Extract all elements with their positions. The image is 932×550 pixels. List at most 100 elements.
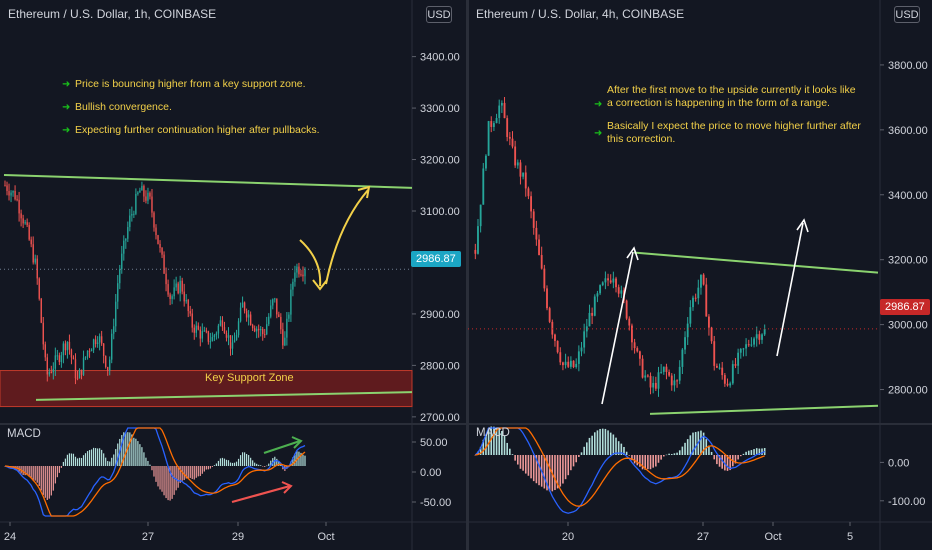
candle-body	[227, 335, 230, 338]
macd-histogram-bar	[84, 453, 87, 466]
macd-divergence-line	[263, 439, 301, 455]
macd-histogram-bar	[700, 430, 702, 455]
candle-body	[753, 338, 755, 345]
macd-histogram-bar	[758, 448, 761, 455]
macd-histogram-bar	[479, 446, 482, 455]
candle-body	[575, 363, 578, 368]
macd-histogram-bar	[233, 462, 236, 466]
candle-body	[519, 162, 522, 177]
green-arrow-icon: ➜	[594, 99, 603, 110]
candle-body	[495, 117, 498, 124]
macd-histogram-bar	[276, 458, 278, 466]
macd-histogram-bar	[78, 457, 81, 466]
left-currency-button[interactable]: USD	[426, 6, 452, 23]
candle-body	[175, 283, 177, 288]
candle-body	[10, 192, 12, 196]
macd-histogram-bar	[123, 432, 125, 466]
macd-histogram-bar	[562, 455, 564, 484]
macd-signal-line	[475, 427, 765, 507]
candle-body	[660, 371, 663, 373]
macd-histogram-bar	[30, 466, 32, 478]
candle-body	[165, 273, 167, 285]
candle-body	[617, 287, 620, 294]
candle-body	[253, 328, 256, 332]
macd-histogram-bar	[82, 455, 85, 466]
candle-body	[36, 258, 38, 279]
candle-body	[511, 138, 514, 147]
candle-body	[92, 339, 95, 350]
candle-body	[153, 212, 155, 228]
macd-histogram-bar	[750, 450, 753, 455]
candle-body	[183, 291, 185, 302]
candle-body	[145, 196, 147, 201]
candle-body	[54, 355, 57, 369]
macd-histogram-bar	[36, 466, 38, 483]
macd-histogram-bar	[72, 453, 75, 466]
candle-body	[245, 310, 248, 318]
macd-histogram-bar	[578, 455, 580, 457]
candle-body	[644, 375, 647, 378]
candle-body	[211, 337, 214, 342]
macd-histogram-bar	[225, 459, 228, 466]
candle-body	[530, 196, 533, 212]
candle-body	[113, 326, 115, 334]
candle-body	[167, 284, 169, 295]
candle-body	[40, 298, 42, 323]
macd-histogram-bar	[724, 455, 726, 471]
macd-histogram-bar	[745, 451, 747, 455]
candle-body	[38, 278, 40, 299]
macd-histogram-bar	[670, 454, 673, 455]
macd-histogram-bar	[270, 460, 272, 466]
candle-body	[259, 329, 262, 331]
right-currency-button[interactable]: USD	[894, 6, 920, 23]
left-note-3: ➜ Expecting further continuation higher a…	[62, 124, 320, 136]
macd-histogram-bar	[143, 452, 145, 466]
candle-body	[737, 352, 740, 366]
candle-body	[508, 136, 511, 139]
macd-histogram-bar	[266, 465, 268, 467]
macd-histogram-bar	[28, 466, 30, 477]
candle-body	[46, 357, 48, 375]
y-tick-label: 3200.00	[420, 155, 460, 167]
support-zone	[0, 370, 413, 408]
candle-body	[78, 369, 81, 379]
macd-histogram-bar	[524, 455, 527, 474]
macd-line	[4, 427, 306, 517]
left-last-price-tag: 2986.87	[411, 251, 461, 267]
macd-histogram-bar	[68, 453, 71, 466]
macd-histogram-bar	[300, 452, 302, 466]
left-symbol-title: Ethereum / U.S. Dollar, 1h, COINBASE	[8, 7, 217, 21]
candle-body	[12, 190, 14, 193]
y-tick-label: 3800.00	[888, 60, 928, 72]
macd-histogram-bar	[649, 455, 652, 470]
y-tick-label: 3100.00	[420, 206, 460, 218]
macd-histogram-bar	[58, 466, 60, 473]
macd-histogram-bar	[527, 455, 530, 476]
candle-body	[668, 372, 671, 376]
macd-histogram-bar	[221, 457, 224, 466]
candle-body	[225, 333, 228, 338]
candle-body	[678, 366, 681, 381]
macd-histogram-bar	[241, 452, 244, 466]
macd-histogram-bar	[739, 455, 742, 457]
candle-body	[514, 146, 517, 166]
macd-histogram-bar	[219, 458, 222, 466]
macd-histogram-bar	[495, 427, 498, 455]
candle-body	[607, 278, 609, 281]
candle-body	[292, 281, 294, 290]
macd-histogram-bar	[729, 455, 731, 471]
macd-histogram-bar	[686, 439, 689, 455]
macd-histogram-bar	[509, 448, 511, 455]
candle-body	[524, 172, 527, 189]
macd-histogram-bar	[519, 455, 522, 469]
macd-histogram-bar	[195, 466, 197, 478]
macd-histogram-bar	[139, 444, 141, 466]
macd-histogram-bar	[258, 464, 260, 466]
macd-histogram-bar	[607, 430, 609, 455]
macd-histogram-bar	[177, 466, 179, 488]
candle-body	[596, 293, 599, 297]
candle-body	[207, 331, 210, 342]
macd-histogram-bar	[684, 442, 686, 455]
candle-body	[715, 365, 718, 368]
candle-body	[498, 105, 501, 118]
